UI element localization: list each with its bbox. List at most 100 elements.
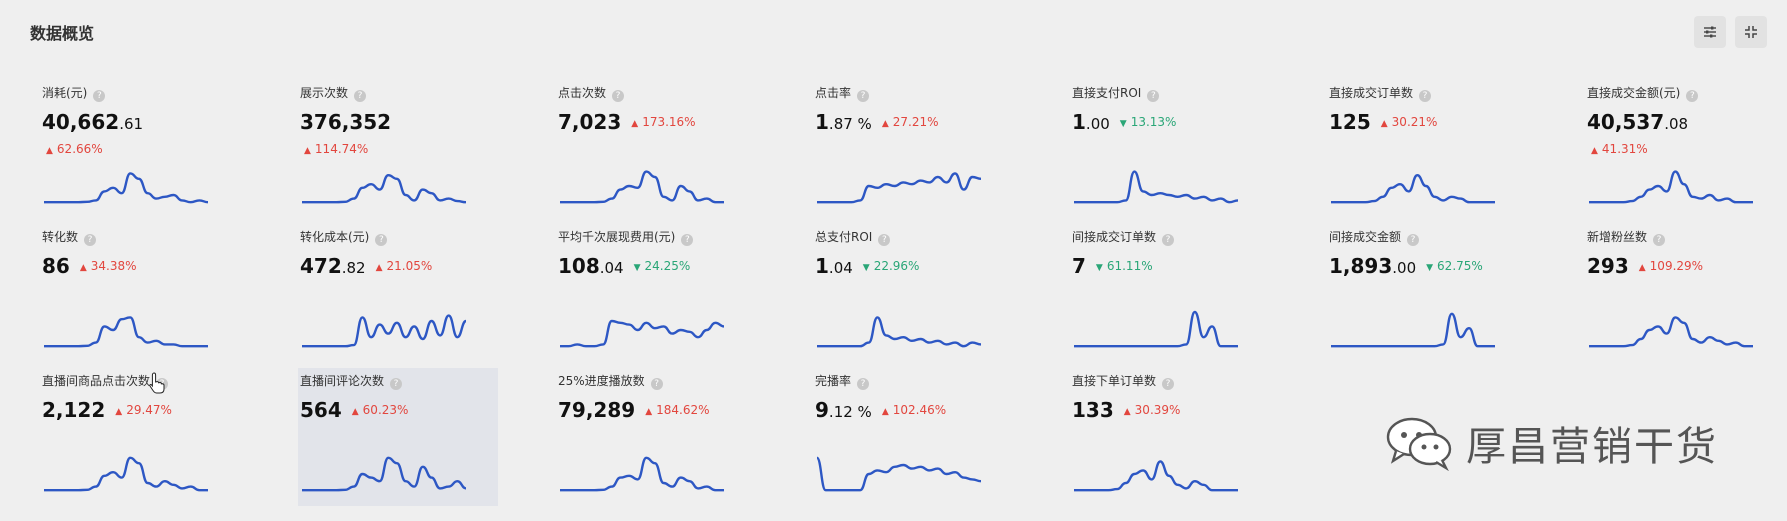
help-icon[interactable]: ? <box>1419 90 1432 102</box>
metric-value-int: 1 <box>815 254 829 278</box>
metric-card[interactable]: 直接成交金额(元)? 40,537.08 ▲ 41.31% <box>1585 80 1785 218</box>
help-icon[interactable]: ? <box>84 234 97 246</box>
metric-label-text: 平均千次展现费用(元) <box>558 230 676 244</box>
metric-card[interactable]: 间接成交金额? 1,893.00 ▼ 62.75% <box>1327 224 1527 362</box>
metric-value: 472.82 ▲ 21.05% <box>300 254 432 278</box>
metric-value: 125 ▲ 30.21% <box>1329 110 1437 134</box>
metric-label: 消耗(元)? <box>42 84 106 102</box>
watermark-text: 厚昌营销干货 <box>1466 424 1718 470</box>
collapse-button[interactable] <box>1735 16 1767 48</box>
metric-value: 1.00 ▼ 13.13% <box>1072 110 1176 134</box>
metric-card[interactable]: 直接支付ROI? 1.00 ▼ 13.13% <box>1070 80 1270 218</box>
sparkline-path <box>44 456 208 492</box>
metric-card[interactable]: 平均千次展现费用(元)? 108.04 ▼ 24.25% <box>556 224 756 362</box>
change-indicator: ▲ 114.74% <box>304 142 368 156</box>
change-indicator: ▼ 61.11% <box>1096 259 1153 273</box>
change-indicator: ▲ 30.39% <box>1124 403 1181 417</box>
metric-value-int: 86 <box>42 254 70 278</box>
metric-value: 1.87 % ▲ 27.21% <box>815 110 939 134</box>
arrow-up-icon: ▲ <box>351 407 359 417</box>
change-indicator: ▲ 41.31% <box>1591 142 1648 156</box>
arrow-up-icon: ▲ <box>1591 146 1598 156</box>
metric-card[interactable]: 新增粉丝数? 293 ▲ 109.29% <box>1585 224 1785 362</box>
metric-card[interactable]: 间接成交订单数? 7 ▼ 61.11% <box>1070 224 1270 362</box>
metric-value: 376,352 <box>300 110 391 134</box>
sparkline-path <box>302 314 466 348</box>
change-value: 21.05% <box>386 259 433 273</box>
metric-card[interactable]: 完播率? 9.12 % ▲ 102.46% <box>813 368 1013 506</box>
help-icon[interactable]: ? <box>390 378 403 390</box>
metric-card[interactable]: 点击次数? 7,023 ▲ 173.16% <box>556 80 756 218</box>
help-icon[interactable]: ? <box>1162 378 1175 390</box>
sparkline-chart <box>44 316 208 348</box>
metric-label-text: 直播间评论次数 <box>300 374 385 388</box>
metric-value-int: 7,023 <box>558 110 622 134</box>
help-icon[interactable]: ? <box>1407 234 1420 246</box>
metric-label: 直接支付ROI? <box>1072 84 1160 102</box>
sparkline-path <box>1589 170 1753 204</box>
metric-value-decimal: .00 <box>1392 259 1417 277</box>
metric-card[interactable]: 25%进度播放数? 79,289 ▲ 184.62% <box>556 368 756 506</box>
help-icon[interactable]: ? <box>1653 234 1666 246</box>
help-icon[interactable]: ? <box>650 378 663 390</box>
metric-label-text: 新增粉丝数 <box>1587 230 1648 244</box>
sparkline-chart <box>302 456 466 492</box>
help-icon[interactable]: ? <box>1686 90 1699 102</box>
collapse-icon <box>1745 26 1757 38</box>
help-icon[interactable]: ? <box>375 234 388 246</box>
metric-value: 293 ▲ 109.29% <box>1587 254 1703 278</box>
sparkline-chart <box>817 456 981 492</box>
help-icon[interactable]: ? <box>93 90 106 102</box>
sparkline-path <box>1074 460 1238 492</box>
metric-value: 40,537.08 <box>1587 110 1688 134</box>
help-icon[interactable]: ? <box>857 90 870 102</box>
arrow-up-icon: ▲ <box>46 146 53 156</box>
metric-card[interactable]: 直接下单订单数? 133 ▲ 30.39% <box>1070 368 1270 506</box>
help-icon[interactable]: ? <box>857 378 870 390</box>
metric-card[interactable]: 展示次数? 376,352 ▲ 114.74% <box>298 80 498 218</box>
sparkline-path <box>44 316 208 348</box>
change-value: 61.11% <box>1106 259 1153 273</box>
metric-card[interactable]: 直接成交订单数? 125 ▲ 30.21% <box>1327 80 1527 218</box>
sparkline-path <box>560 456 724 492</box>
change-indicator: ▲ 184.62% <box>645 403 709 417</box>
metric-value-int: 125 <box>1329 110 1371 134</box>
metric-label: 完播率? <box>815 372 870 390</box>
metric-label: 25%进度播放数? <box>558 372 663 390</box>
arrow-up-icon: ▲ <box>79 263 87 273</box>
metric-card[interactable]: 转化成本(元)? 472.82 ▲ 21.05% <box>298 224 498 362</box>
help-icon[interactable]: ? <box>1162 234 1175 246</box>
help-icon[interactable]: ? <box>681 234 694 246</box>
help-icon[interactable]: ? <box>1147 90 1160 102</box>
change-value: 27.21% <box>892 115 939 129</box>
metric-card[interactable]: 点击率? 1.87 % ▲ 27.21% <box>813 80 1013 218</box>
metric-card[interactable]: 消耗(元)? 40,662.61 ▲ 62.66% <box>40 80 240 218</box>
metric-card[interactable]: 直播间评论次数? 564 ▲ 60.23% <box>298 368 498 506</box>
change-indicator: ▲ 30.21% <box>1381 115 1438 129</box>
help-icon[interactable]: ? <box>878 234 891 246</box>
metric-label: 直接成交金额(元)? <box>1587 84 1699 102</box>
sliders-icon <box>1704 26 1716 38</box>
metric-value: 7,023 ▲ 173.16% <box>558 110 696 134</box>
metric-card[interactable]: 转化数? 86 ▲ 34.38% <box>40 224 240 362</box>
page-title: 数据概览 <box>30 24 95 43</box>
metric-label-text: 消耗(元) <box>42 86 88 100</box>
change-value: 24.25% <box>644 259 691 273</box>
hand-cursor-icon <box>149 372 165 394</box>
settings-button[interactable] <box>1694 16 1726 48</box>
change-value: 30.21% <box>1391 115 1438 129</box>
metric-card[interactable]: 直播间商品点击次数? 2,122▲29.47% <box>40 368 240 506</box>
change-indicator: ▼ 13.13% <box>1120 115 1177 129</box>
metric-card[interactable]: 总支付ROI? 1.04 ▼ 22.96% <box>813 224 1013 362</box>
arrow-down-icon: ▼ <box>1426 263 1434 273</box>
arrow-up-icon: ▲ <box>1380 119 1388 129</box>
sparkline-path <box>817 172 981 204</box>
help-icon[interactable]: ? <box>354 90 367 102</box>
metric-value-int: 1 <box>1072 110 1086 134</box>
arrow-down-icon: ▼ <box>862 263 870 273</box>
change-value: 60.23% <box>362 403 409 417</box>
help-icon[interactable]: ? <box>612 90 625 102</box>
metric-value-int: 108 <box>558 254 600 278</box>
metric-value-decimal: .87 % <box>828 115 872 133</box>
change-value: 102.46% <box>892 403 947 417</box>
